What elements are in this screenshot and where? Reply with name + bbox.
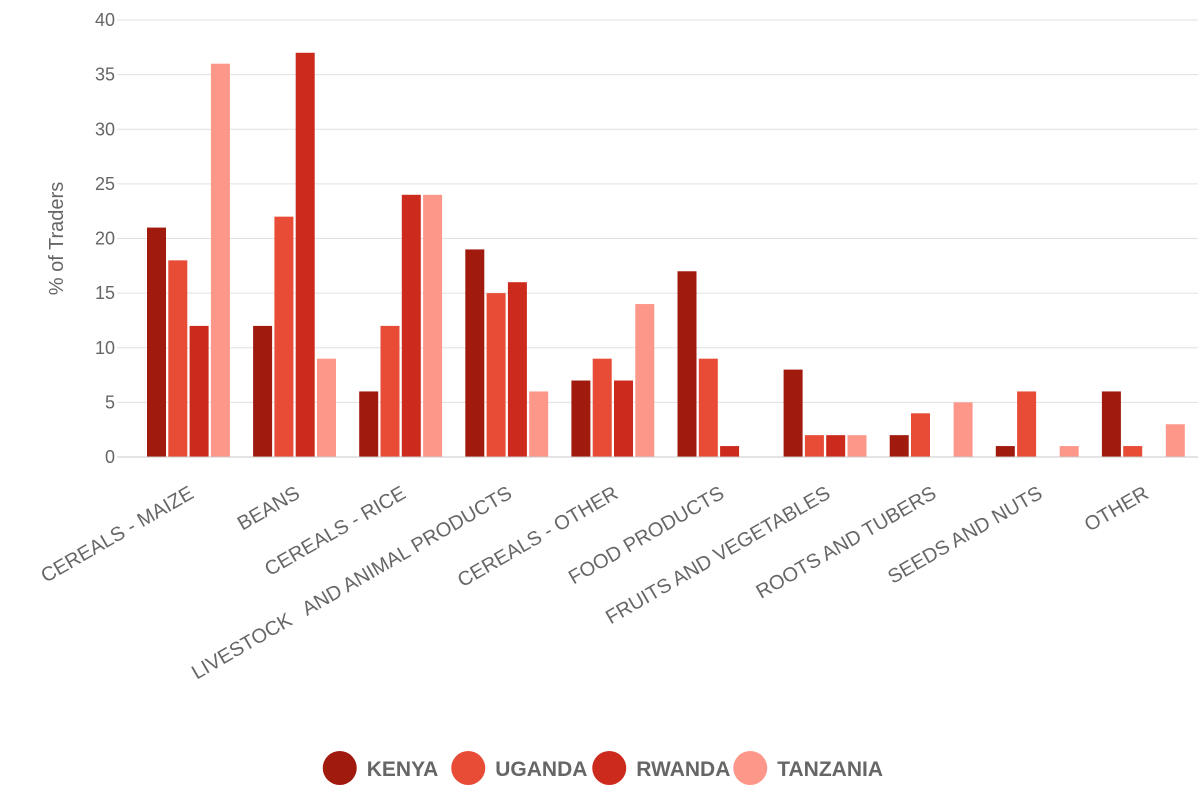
bar-kenya (677, 271, 697, 457)
bar-tanzania (953, 402, 973, 457)
bar-uganda (380, 325, 400, 457)
bar-rwanda (507, 282, 527, 457)
legend-item-uganda[interactable]: UGANDA (451, 751, 587, 785)
bar-uganda (168, 260, 188, 457)
bars (147, 52, 1185, 458)
bar-tanzania (1165, 424, 1185, 457)
bar-kenya (889, 435, 909, 457)
legend-item-tanzania[interactable]: TANZANIA (733, 751, 883, 785)
bar-uganda (274, 216, 294, 457)
bar-uganda (592, 358, 612, 457)
y-tick-label: 10 (95, 338, 115, 358)
legend-label: RWANDA (636, 758, 730, 781)
legend-label: KENYA (367, 758, 439, 781)
y-tick-label: 35 (95, 65, 115, 85)
bar-rwanda (826, 435, 846, 457)
bar-kenya (995, 446, 1015, 457)
bar-tanzania (1059, 446, 1079, 457)
bar-kenya (783, 369, 803, 457)
bar-tanzania (635, 304, 655, 457)
bar-rwanda (295, 52, 315, 458)
x-category-label: CEREALS - MAIZE (37, 482, 197, 587)
y-tick-label: 0 (105, 447, 115, 467)
bar-rwanda (401, 194, 421, 458)
legend-label: TANZANIA (777, 758, 883, 781)
bar-tanzania (210, 63, 230, 457)
bar-uganda (804, 435, 824, 457)
y-tick-label: 5 (105, 392, 115, 412)
bar-kenya (1101, 391, 1121, 457)
y-axis-title: % of Traders (46, 182, 68, 295)
bar-uganda (698, 358, 718, 457)
bar-uganda (1123, 446, 1143, 457)
bar-kenya (359, 391, 379, 457)
bar-kenya (465, 249, 485, 457)
bar-tanzania (423, 194, 443, 458)
bar-uganda (911, 413, 930, 457)
legend-item-rwanda[interactable]: RWANDA (592, 751, 730, 785)
y-tick-label: 25 (95, 174, 115, 194)
y-axis-ticks: 0 5 10 15 20 25 30 35 40 (95, 10, 115, 467)
bar-kenya (253, 325, 273, 457)
bar-kenya (147, 227, 166, 457)
legend-label: UGANDA (495, 758, 587, 781)
bar-uganda (486, 293, 506, 457)
x-category-label: BEANS (234, 482, 304, 535)
bar-tanzania (317, 358, 336, 457)
legend-item-kenya[interactable]: KENYA (322, 751, 439, 785)
bar-kenya (571, 380, 591, 457)
legend-swatch (322, 751, 357, 785)
bar-tanzania (847, 435, 867, 457)
x-category-label: OTHER (1081, 482, 1153, 536)
legend-swatch (733, 751, 768, 785)
y-tick-label: 40 (95, 10, 115, 30)
legend-swatch (451, 751, 486, 785)
y-tick-label: 20 (95, 229, 115, 249)
bar-uganda (1017, 391, 1037, 457)
legend-swatch (592, 751, 627, 785)
legend: KENYA UGANDA RWANDA TANZANIA (322, 751, 883, 785)
y-tick-label: 30 (95, 119, 115, 139)
bar-tanzania (529, 391, 549, 457)
y-tick-label: 15 (95, 283, 115, 303)
bar-rwanda (720, 446, 740, 457)
bar-rwanda (189, 325, 209, 457)
x-category-label: ROOTS AND TUBERS (752, 482, 940, 603)
bar-rwanda (614, 380, 633, 457)
